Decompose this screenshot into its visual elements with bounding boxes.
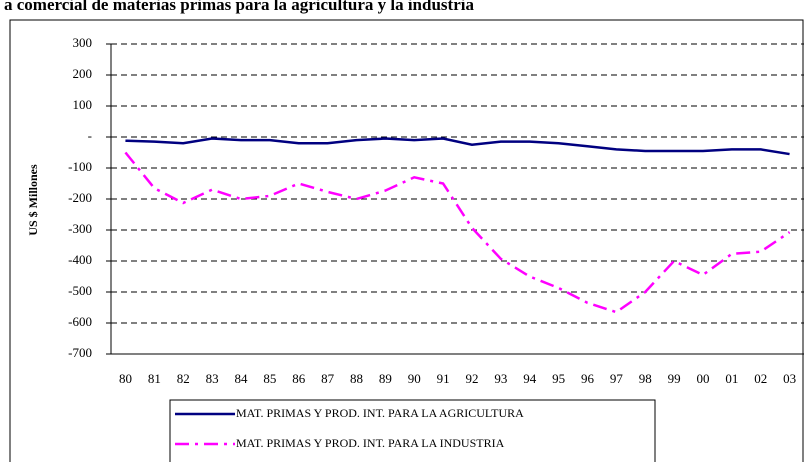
y-axis-label: US $ Millones	[26, 164, 40, 236]
y-tick-label: -500	[68, 283, 92, 298]
x-tick-label: 87	[321, 371, 335, 386]
x-tick-label: 90	[408, 371, 421, 386]
x-tick-label: 95	[552, 371, 565, 386]
x-tick-label: 96	[581, 371, 595, 386]
x-tick-label: 02	[754, 371, 767, 386]
x-tick-label: 85	[263, 371, 276, 386]
legend-label: MAT. PRIMAS Y PROD. INT. PARA LA INDUSTR…	[236, 436, 505, 450]
x-tick-label: 03	[783, 371, 796, 386]
x-tick-label: 81	[148, 371, 161, 386]
x-tick-label: 91	[437, 371, 450, 386]
x-tick-label: 83	[206, 371, 219, 386]
series-line	[124, 151, 791, 314]
y-tick-label: -600	[68, 314, 92, 329]
x-tick-label: 86	[292, 371, 306, 386]
x-tick-label: 80	[119, 371, 132, 386]
x-tick-label: 84	[234, 371, 248, 386]
y-tick-label: -400	[68, 252, 92, 267]
x-tick-label: 89	[379, 371, 392, 386]
y-tick-label: -200	[68, 190, 92, 205]
chart-frame	[9, 19, 804, 462]
x-tick-label: 82	[177, 371, 190, 386]
y-tick-label: -	[88, 128, 92, 143]
x-tick-label: 88	[350, 371, 363, 386]
x-tick-label: 00	[696, 371, 709, 386]
x-tick-label: 97	[610, 371, 624, 386]
y-tick-label: 100	[73, 97, 93, 112]
y-tick-label: -300	[68, 221, 92, 236]
y-tick-label: -100	[68, 159, 92, 174]
y-tick-label: 200	[73, 66, 93, 81]
legend-label: MAT. PRIMAS Y PROD. INT. PARA LA AGRICUL…	[236, 406, 524, 420]
x-tick-label: 93	[494, 371, 507, 386]
x-tick-label: 98	[639, 371, 652, 386]
y-tick-label: 300	[73, 35, 93, 50]
x-tick-label: 99	[668, 371, 681, 386]
y-tick-label: -700	[68, 345, 92, 360]
chart-title: a comercial de materias primas para la a…	[4, 0, 474, 14]
x-tick-label: 01	[725, 371, 738, 386]
legend-box	[169, 399, 656, 462]
series-line	[125, 137, 790, 156]
x-tick-label: 92	[465, 371, 478, 386]
x-tick-label: 94	[523, 371, 537, 386]
